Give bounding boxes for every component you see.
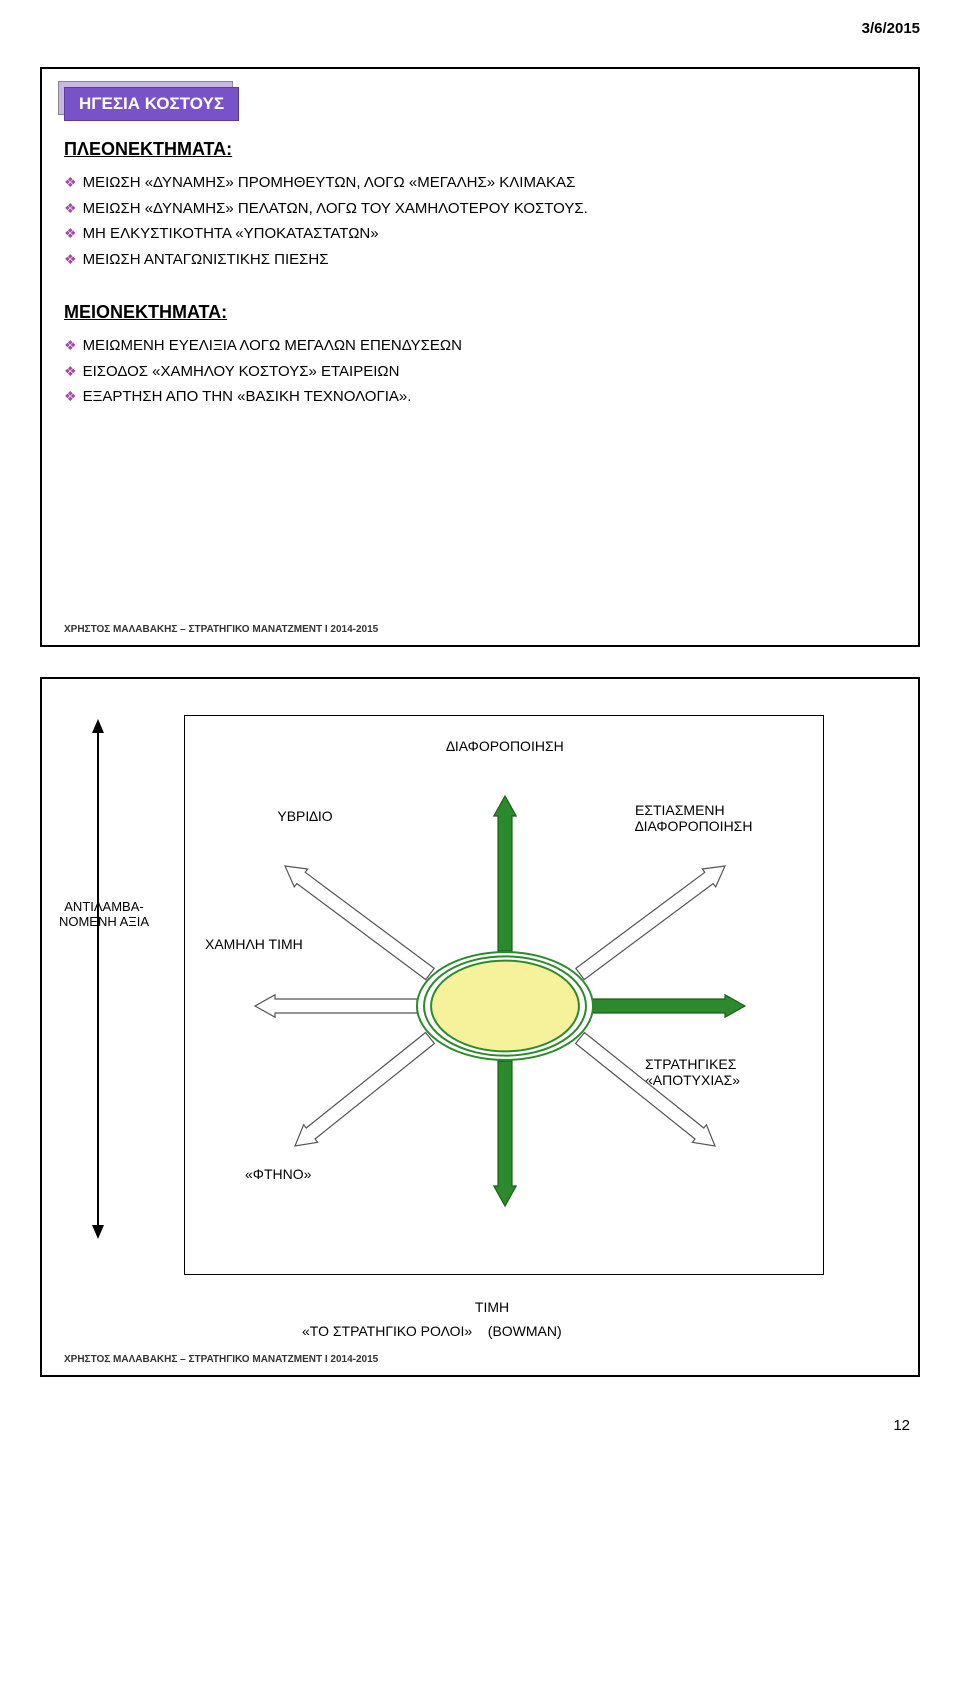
- list-item-text: ΜΕΙΩΣΗ «ΔΥΝΑΜΗΣ» ΠΕΛΑΤΩΝ, ΛΟΓΩ ΤΟΥ ΧΑΜΗΛ…: [83, 196, 588, 222]
- title-tag: ΗΓΕΣΙΑ ΚΟΣΤΟΥΣ: [64, 87, 239, 121]
- bullet-icon: ❖: [64, 360, 77, 384]
- title-tag-text: ΗΓΕΣΙΑ ΚΟΣΤΟΥΣ: [64, 87, 239, 121]
- advantages-heading: ΠΛΕΟΝΕΚΤΗΜΑΤΑ:: [64, 139, 896, 160]
- bullet-icon: ❖: [64, 385, 77, 409]
- slide-2: ΑΝΤΙΛΑΜΒΑ- ΝΟΜΕΝΗ ΑΞΙΑ ∆ΙΑΦΟΡΟΠΟΙΗΣΗ ΥΒΡ…: [40, 677, 920, 1377]
- y-axis-arrow: [90, 719, 106, 1239]
- advantages-list: ❖ΜΕΙΩΣΗ «ΔΥΝΑΜΗΣ» ΠΡΟΜΗΘΕΥΤΩΝ, ΛΟΓΩ «ΜΕΓ…: [64, 170, 896, 272]
- page-header-date: 3/6/2015: [0, 0, 960, 37]
- disadvantages-list: ❖ΜΕΙΩΜΕΝΗ ΕΥΕΛΙΞΙΑ ΛΟΓΩ ΜΕΓΑΛΩΝ ΕΠΕΝΔΥΣΕ…: [64, 333, 896, 410]
- bullet-icon: ❖: [64, 171, 77, 195]
- x-axis-label: ΤΙΜΗ: [432, 1299, 552, 1315]
- list-item-text: ΕΞΑΡΤΗΣΗ ΑΠΟ ΤΗΝ «ΒΑΣΙΚΗ ΤΕΧΝΟΛΟΓΙΑ».: [83, 384, 412, 410]
- list-item-text: ΜΕΙΩΜΕΝΗ ΕΥΕΛΙΞΙΑ ΛΟΓΩ ΜΕΓΑΛΩΝ ΕΠΕΝΔΥΣΕΩ…: [83, 333, 462, 359]
- slide2-footer: ΧΡΗΣΤΟΣ ΜΑΛΑΒΑΚΗΣ – ΣΤΡΑΤΗΓΙΚΟ ΜΑΝΑΤΖΜΕΝ…: [64, 1354, 378, 1365]
- bullet-icon: ❖: [64, 197, 77, 221]
- y-axis-label: ΑΝΤΙΛΑΜΒΑ- ΝΟΜΕΝΗ ΑΞΙΑ: [54, 899, 154, 929]
- caption: «ΤΟ ΣΤΡΑΤΗΓΙΚΟ ΡΟΛΟΙ» (BOWMAN): [302, 1323, 562, 1339]
- disadvantages-heading: ΜΕΙΟΝΕΚΤΗΜΑΤΑ:: [64, 302, 896, 323]
- clock-diagram-box: ∆ΙΑΦΟΡΟΠΟΙΗΣΗ ΥΒΡΙ∆ΙΟ ΕΣΤΙΑΣΜΕΝΗ ∆ΙΑΦΟΡΟ…: [184, 715, 824, 1275]
- list-item: ❖ΜΕΙΩΜΕΝΗ ΕΥΕΛΙΞΙΑ ΛΟΓΩ ΜΕΓΑΛΩΝ ΕΠΕΝΔΥΣΕ…: [64, 333, 896, 359]
- list-item: ❖ΜΕΙΩΣΗ ΑΝΤΑΓΩΝΙΣΤΙΚΗΣ ΠΙΕΣΗΣ: [64, 247, 896, 273]
- list-item: ❖ΕΙΣΟΔΟΣ «ΧΑΜΗΛΟΥ ΚΟΣΤΟΥΣ» ΕΤΑΙΡΕΙΩΝ: [64, 359, 896, 385]
- list-item-text: ΜΕΙΩΣΗ «ΔΥΝΑΜΗΣ» ΠΡΟΜΗΘΕΥΤΩΝ, ΛΟΓΩ «ΜΕΓΑ…: [83, 170, 576, 196]
- list-item: ❖ΕΞΑΡΤΗΣΗ ΑΠΟ ΤΗΝ «ΒΑΣΙΚΗ ΤΕΧΝΟΛΟΓΙΑ».: [64, 384, 896, 410]
- list-item: ❖ΜΕΙΩΣΗ «ΔΥΝΑΜΗΣ» ΠΡΟΜΗΘΕΥΤΩΝ, ΛΟΓΩ «ΜΕΓ…: [64, 170, 896, 196]
- list-item-text: ΕΙΣΟΔΟΣ «ΧΑΜΗΛΟΥ ΚΟΣΤΟΥΣ» ΕΤΑΙΡΕΙΩΝ: [83, 359, 400, 385]
- slide-1: ΗΓΕΣΙΑ ΚΟΣΤΟΥΣ ΠΛΕΟΝΕΚΤΗΜΑΤΑ: ❖ΜΕΙΩΣΗ «Δ…: [40, 67, 920, 647]
- list-item: ❖ΜΕΙΩΣΗ «ΔΥΝΑΜΗΣ» ΠΕΛΑΤΩΝ, ΛΟΓΩ ΤΟΥ ΧΑΜΗ…: [64, 196, 896, 222]
- list-item-text: ΜΕΙΩΣΗ ΑΝΤΑΓΩΝΙΣΤΙΚΗΣ ΠΙΕΣΗΣ: [83, 247, 329, 273]
- list-item: ❖ΜΗ ΕΛΚΥΣΤΙΚΟΤΗΤΑ «ΥΠΟΚΑΤΑΣΤΑΤΩΝ»: [64, 221, 896, 247]
- bullet-icon: ❖: [64, 222, 77, 246]
- clock-svg: [185, 716, 825, 1276]
- list-item-text: ΜΗ ΕΛΚΥΣΤΙΚΟΤΗΤΑ «ΥΠΟΚΑΤΑΣΤΑΤΩΝ»: [83, 221, 379, 247]
- bullet-icon: ❖: [64, 334, 77, 358]
- page-number: 12: [0, 1377, 960, 1464]
- bullet-icon: ❖: [64, 248, 77, 272]
- slide1-footer: ΧΡΗΣΤΟΣ ΜΑΛΑΒΑΚΗΣ – ΣΤΡΑΤΗΓΙΚΟ ΜΑΝΑΤΖΜΕΝ…: [64, 624, 378, 635]
